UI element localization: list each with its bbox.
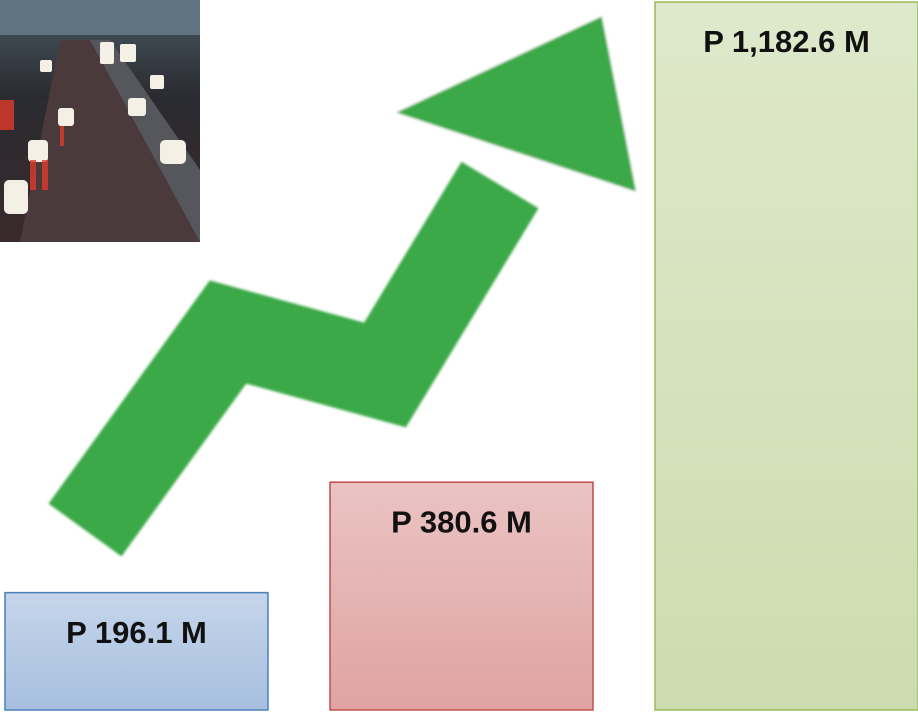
bar-shine xyxy=(656,3,917,709)
page: P 196.1 MP 380.6 MP 1,182.6 M (() => { c… xyxy=(0,0,918,712)
chart: P 196.1 M P 380.6 M P 1,182.6 M xyxy=(0,0,918,712)
value-label: P 196.1 M xyxy=(66,615,207,650)
value-label: P 1,182.6 M xyxy=(703,24,870,59)
photo xyxy=(0,0,200,242)
value-label: P 380.6 M xyxy=(391,504,532,539)
bar-shine xyxy=(6,594,267,709)
